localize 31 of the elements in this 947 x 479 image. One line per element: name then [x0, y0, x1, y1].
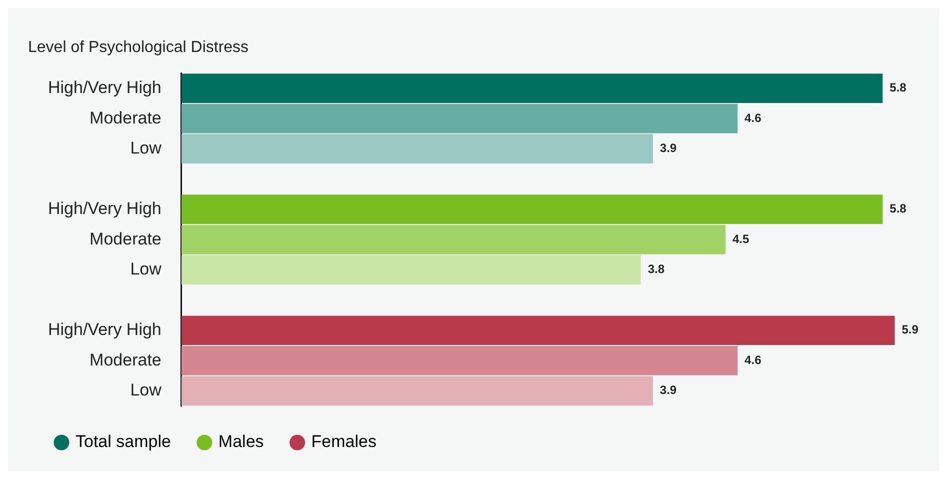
y-tick-label: Moderate	[90, 350, 162, 370]
data-label: 3.9	[660, 383, 677, 398]
legend-label: Total sample	[76, 432, 171, 452]
y-tick-label: High/Very High	[48, 320, 162, 340]
data-label: 3.9	[660, 141, 677, 156]
y-tick-label: High/Very High	[48, 199, 162, 218]
data-label: 3.8	[648, 262, 665, 276]
legend-label: Females	[311, 432, 376, 452]
data-label: 5.9	[902, 322, 919, 337]
bar	[181, 224, 726, 254]
bar	[181, 104, 738, 134]
bar	[181, 316, 895, 346]
bar	[181, 134, 653, 164]
data-label: 5.8	[890, 80, 907, 95]
data-label: 4.5	[732, 232, 750, 246]
y-tick-label: Low	[130, 380, 162, 400]
legend-label: Males	[218, 432, 264, 452]
chart-title: Level of Psychological Distress	[28, 39, 249, 56]
bar	[181, 346, 738, 376]
data-label: 4.6	[744, 110, 762, 125]
bar	[181, 194, 883, 224]
y-tick-label: Moderate	[90, 229, 162, 248]
y-tick-label: High/Very High	[48, 78, 162, 98]
bar	[181, 255, 641, 285]
bar	[181, 376, 653, 406]
data-label: 5.8	[890, 202, 907, 216]
bar	[181, 74, 883, 103]
y-tick-label: Moderate	[90, 108, 162, 128]
data-label: 4.6	[744, 352, 762, 367]
y-tick-label: Low	[130, 138, 162, 158]
y-tick-label: Low	[130, 260, 162, 279]
